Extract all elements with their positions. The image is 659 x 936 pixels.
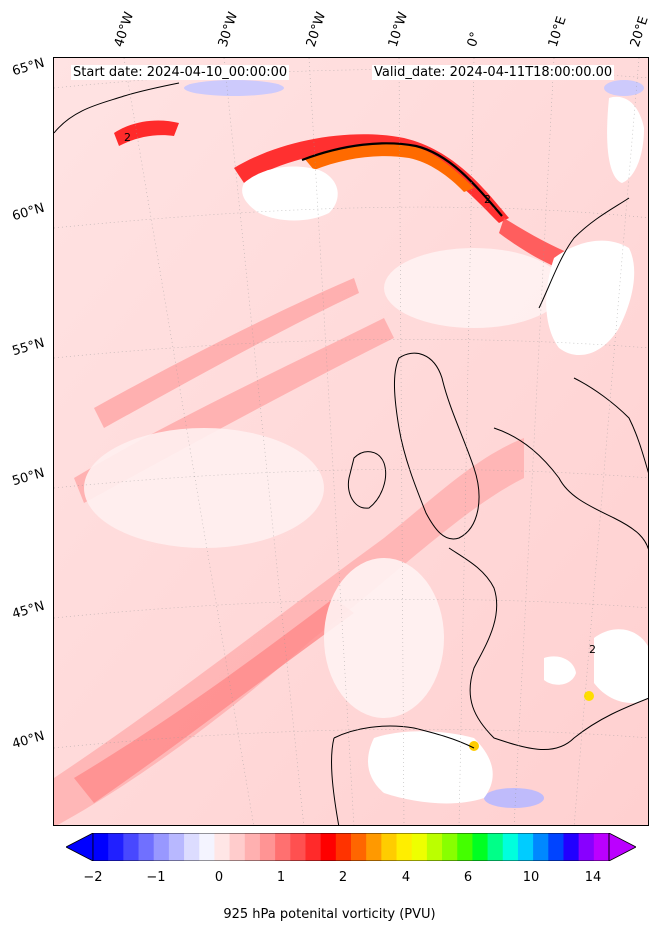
colorbar-tick-minus2: −2 [83, 870, 103, 885]
colorbar-extend-max [608, 833, 636, 861]
colorbar-segment [199, 833, 215, 861]
lon-label-30w: 30°W [215, 10, 242, 49]
mask-pyrenees [544, 656, 576, 685]
colorbar-segment [290, 833, 306, 861]
colorbar-tick-1: 1 [276, 870, 286, 885]
colorbar-tick-14: 14 [584, 870, 602, 885]
colorbar-segment [563, 833, 580, 861]
pv-contour-2pvu [301, 142, 503, 217]
colorbar-segment [351, 833, 367, 861]
mask-norway [546, 240, 635, 356]
pv-jet-streak-core [304, 143, 474, 192]
colorbar-segment [168, 833, 185, 861]
colorbar-segment [502, 833, 519, 861]
colorbar-extend-min [66, 833, 94, 861]
contour-label-greenland: 2 [124, 131, 131, 144]
mask-scandinavia-top [607, 96, 644, 183]
colorbar-segment [123, 833, 140, 861]
pv-hotspot-alps [584, 691, 594, 701]
colorbar-border [92, 833, 610, 861]
colorbar [66, 833, 636, 861]
pv-weak-region-north [384, 248, 564, 328]
colorbar-tick-4: 4 [401, 870, 411, 885]
lat-label-45n: 45°N [10, 598, 47, 623]
pv-weak-region-atlantic [84, 428, 324, 548]
pv-band-mid2 [94, 278, 359, 428]
mask-iceland [242, 166, 338, 221]
contour-label-streak: 2 [484, 193, 491, 206]
colorbar-segment [305, 833, 322, 861]
map-panel: 2 2 2 [53, 57, 649, 826]
lon-label-20e: 20°E [627, 14, 652, 50]
colorbar-tick-10: 10 [522, 870, 540, 885]
colorbar-segment [593, 833, 610, 861]
coastline-greenland [54, 82, 180, 134]
colorbar-segment [184, 833, 200, 861]
colorbar-label: 925 hPa potenital vorticity (PVU) [223, 907, 436, 922]
colorbar-segment [214, 833, 231, 861]
colorbar-segment [259, 833, 276, 861]
pv-field-map: 2 2 2 [54, 58, 648, 825]
colorbar-segment [93, 833, 109, 861]
colorbar-segment [108, 833, 124, 861]
colorbar-tick-0: 0 [214, 870, 224, 885]
colorbar-segment [487, 833, 504, 861]
colorbar-segment [472, 833, 489, 861]
pv-hotspot-pyrenees [469, 741, 479, 751]
colorbar-segment [578, 833, 595, 861]
colorbar-tick-minus1: −1 [146, 870, 166, 885]
coastline-british-isles [347, 352, 480, 540]
coastline-scandinavia [538, 197, 648, 473]
colorbar-segment [517, 833, 534, 861]
lon-label-20w: 20°W [303, 10, 330, 49]
coastline-iberia [331, 725, 475, 825]
mask-alps [594, 629, 648, 704]
pv-weak-region-bay [324, 558, 444, 718]
start-date-text: Start date: 2024-04-10_00:00:00 [71, 65, 290, 80]
colorbar-tick-6: 6 [463, 870, 473, 885]
colorbar-segment [138, 833, 155, 861]
colorbar-segment [153, 833, 170, 861]
coastline-europe [448, 427, 648, 751]
lat-label-60n: 60°N [10, 200, 47, 225]
colorbar-segment [442, 833, 458, 861]
colorbar-segment [457, 833, 473, 861]
colorbar-segment [548, 833, 564, 861]
colorbar-tick-2: 2 [338, 870, 348, 885]
pv-negative-patch-ne [604, 80, 644, 96]
lon-label-10e: 10°E [545, 14, 570, 50]
pv-band-southwest-inner [74, 598, 354, 803]
colorbar-segment [396, 833, 413, 861]
contour-label-alps: 2 [589, 643, 596, 656]
lat-label-50n: 50°N [10, 465, 47, 490]
colorbar-segment [366, 833, 382, 861]
colorbar-segment [381, 833, 398, 861]
colorbar-segment [426, 833, 443, 861]
lon-label-40w: 40°W [111, 10, 138, 49]
lat-label-55n: 55°N [10, 335, 47, 360]
lat-label-65n: 65°N [10, 55, 47, 80]
graticule [54, 58, 648, 825]
valid-date-text: Valid_date: 2024-04-11T18:00:00.00 [372, 65, 615, 80]
colorbar-segment [244, 833, 261, 861]
mask-iberia [368, 731, 493, 804]
colorbar-segment [275, 833, 291, 861]
colorbar-segment [335, 833, 352, 861]
lon-label-10w: 10°W [385, 10, 412, 49]
colorbar-segment [229, 833, 246, 861]
colorbar-segment [320, 833, 337, 861]
pv-negative-patch-south [484, 788, 544, 808]
lon-label-0: 0° [464, 30, 484, 49]
pv-negative-patch-north [184, 80, 284, 96]
colorbar-segment [533, 833, 549, 861]
colorbar-segment [411, 833, 428, 861]
lat-label-40n: 40°N [10, 728, 47, 753]
pv-streak-greenland [114, 120, 179, 146]
